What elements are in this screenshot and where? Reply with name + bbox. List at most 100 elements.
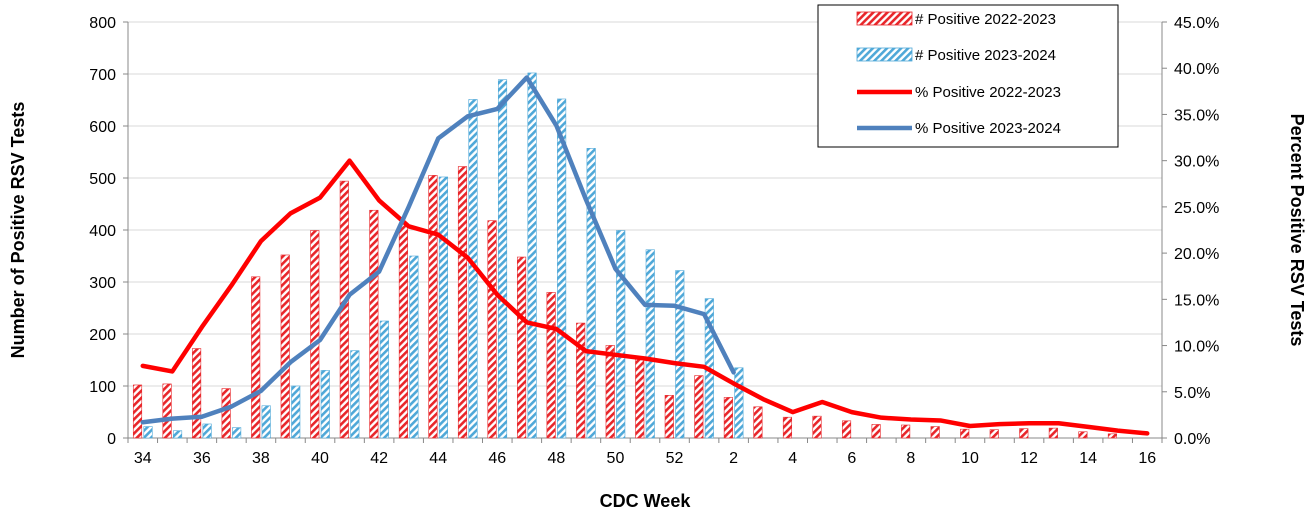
x-tick-label: 36 xyxy=(193,450,211,467)
x-tick-label: 6 xyxy=(847,450,856,467)
bar-2023-2024 xyxy=(232,427,242,439)
y-tick-label-left: 700 xyxy=(89,67,116,84)
y-tick-label-right: 25.0% xyxy=(1174,200,1219,217)
x-tick-label: 4 xyxy=(788,450,797,467)
bar-2022-2023 xyxy=(398,223,408,439)
bar-2022-2023 xyxy=(132,384,143,439)
y-tick-label-right: 35.0% xyxy=(1174,107,1219,124)
legend-label-line-2023: % Positive 2023-2024 xyxy=(915,120,1061,137)
legend: # Positive 2022-2023 # Positive 2023-202… xyxy=(817,4,1119,148)
x-tick-label: 34 xyxy=(134,450,152,467)
bar-2023-2024 xyxy=(379,320,389,439)
bar-2023-2024 xyxy=(497,79,508,439)
bar-2023-2024 xyxy=(409,255,419,439)
x-tick-label: 2 xyxy=(729,450,738,467)
bar-2023-2024 xyxy=(527,72,537,439)
bar-2023-2024 xyxy=(438,176,449,439)
bar-2022-2023 xyxy=(1019,428,1029,439)
line-2023-2024 xyxy=(140,75,736,425)
bar-2022-2023 xyxy=(841,420,852,439)
bar-2022-2023 xyxy=(1048,427,1058,439)
bar-2023-2024 xyxy=(557,98,567,439)
lines-group xyxy=(140,75,1150,436)
y-tick-label-right: 45.0% xyxy=(1174,15,1219,32)
bar-2023-2024 xyxy=(173,430,183,439)
y-tick-label-left: 800 xyxy=(89,15,116,32)
bar-2022-2023 xyxy=(457,166,468,439)
x-tick-label: 8 xyxy=(906,450,915,467)
bar-2022-2023 xyxy=(605,345,615,439)
y-tick-label-left: 200 xyxy=(89,327,116,344)
gridlines xyxy=(128,21,1162,387)
bar-2022-2023 xyxy=(221,388,231,439)
bar-2022-2023 xyxy=(310,230,320,439)
bar-2023-2024 xyxy=(675,270,685,439)
y-tick-label-left: 600 xyxy=(89,119,116,136)
y-tick-label-right: 15.0% xyxy=(1174,292,1219,309)
bar-2022-2023 xyxy=(192,348,202,439)
x-tick-label: 44 xyxy=(429,450,447,467)
x-tick-label: 16 xyxy=(1138,450,1156,467)
bar-2022-2023 xyxy=(989,429,999,439)
bar-2022-2023 xyxy=(723,397,733,439)
x-ticks: 34 36 38 40 42 44 46 48 50 52 2 4 6 8 10 12 14 16 xyxy=(127,438,1163,467)
bar-2022-2023 xyxy=(162,383,172,439)
y-axis-title-left: Number of Positive RSV Tests xyxy=(8,102,28,359)
bar-2023-2024 xyxy=(320,370,330,439)
bar-2022-2023 xyxy=(930,426,940,439)
legend-swatch-bar-2022 xyxy=(856,11,913,26)
bar-2023-2024 xyxy=(143,426,153,439)
bar-2022-2023 xyxy=(664,395,674,439)
bar-2022-2023 xyxy=(782,416,793,439)
bar-2023-2024 xyxy=(261,405,271,439)
y-tick-label-right: 20.0% xyxy=(1174,246,1219,263)
y-ticks-right: 0.0% 5.0% 10.0% 15.0% 20.0% 25.0% 30.0% 35.0% 40… xyxy=(1162,15,1219,448)
bar-2022-2023 xyxy=(635,358,645,439)
bar-2023-2024 xyxy=(586,148,596,439)
y-tick-label-left: 500 xyxy=(89,171,116,188)
y-tick-label-right: 0.0% xyxy=(1174,431,1210,448)
legend-box xyxy=(817,4,1119,148)
bar-2022-2023 xyxy=(487,220,497,439)
x-tick-label: 12 xyxy=(1020,450,1038,467)
x-axis-title: CDC Week xyxy=(600,491,692,511)
bar-2023-2024 xyxy=(350,350,360,439)
bar-2022-2023 xyxy=(576,322,586,439)
legend-label-line-2022: % Positive 2022-2023 xyxy=(915,84,1061,101)
y-tick-label-right: 5.0% xyxy=(1174,385,1210,402)
x-tick-label: 50 xyxy=(607,450,625,467)
bar-2022-2023 xyxy=(517,256,527,439)
x-tick-label: 46 xyxy=(488,450,506,467)
bar-2022-2023 xyxy=(901,424,911,439)
bar-2022-2023 xyxy=(1078,431,1088,439)
line-2022-2023 xyxy=(140,158,1150,436)
y-axis-title-right: Percent Positive RSV Tests xyxy=(1287,114,1307,347)
bar-2022-2023 xyxy=(753,406,763,439)
y-ticks-left: 0 100 200 300 400 500 600 700 800 xyxy=(89,15,128,448)
bar-2022-2023 xyxy=(871,424,881,439)
y-tick-label-right: 10.0% xyxy=(1174,339,1219,356)
bar-2022-2023 xyxy=(428,175,438,439)
y-tick-label-left: 0 xyxy=(107,431,116,448)
bar-2022-2023 xyxy=(960,428,970,439)
x-tick-label: 14 xyxy=(1079,450,1097,467)
bar-2022-2023 xyxy=(251,276,261,439)
bar-2022-2023 xyxy=(1107,433,1117,439)
y-tick-label-left: 100 xyxy=(89,379,116,396)
bar-2023-2024 xyxy=(645,249,655,439)
x-tick-label: 38 xyxy=(252,450,270,467)
bar-2023-2024 xyxy=(291,385,301,439)
x-tick-label: 48 xyxy=(547,450,565,467)
y-tick-label-left: 400 xyxy=(89,223,116,240)
legend-label-bar-2022: # Positive 2022-2023 xyxy=(915,11,1056,28)
bar-2022-2023 xyxy=(369,209,379,439)
bar-2023-2024 xyxy=(616,230,626,439)
x-tick-label: 42 xyxy=(370,450,388,467)
bar-2023-2024 xyxy=(202,423,212,439)
y-tick-label-left: 300 xyxy=(89,275,116,292)
bar-2022-2023 xyxy=(694,375,704,439)
y-tick-label-right: 30.0% xyxy=(1174,154,1219,171)
legend-swatch-bar-2023 xyxy=(856,47,913,62)
bar-2022-2023 xyxy=(546,292,556,439)
